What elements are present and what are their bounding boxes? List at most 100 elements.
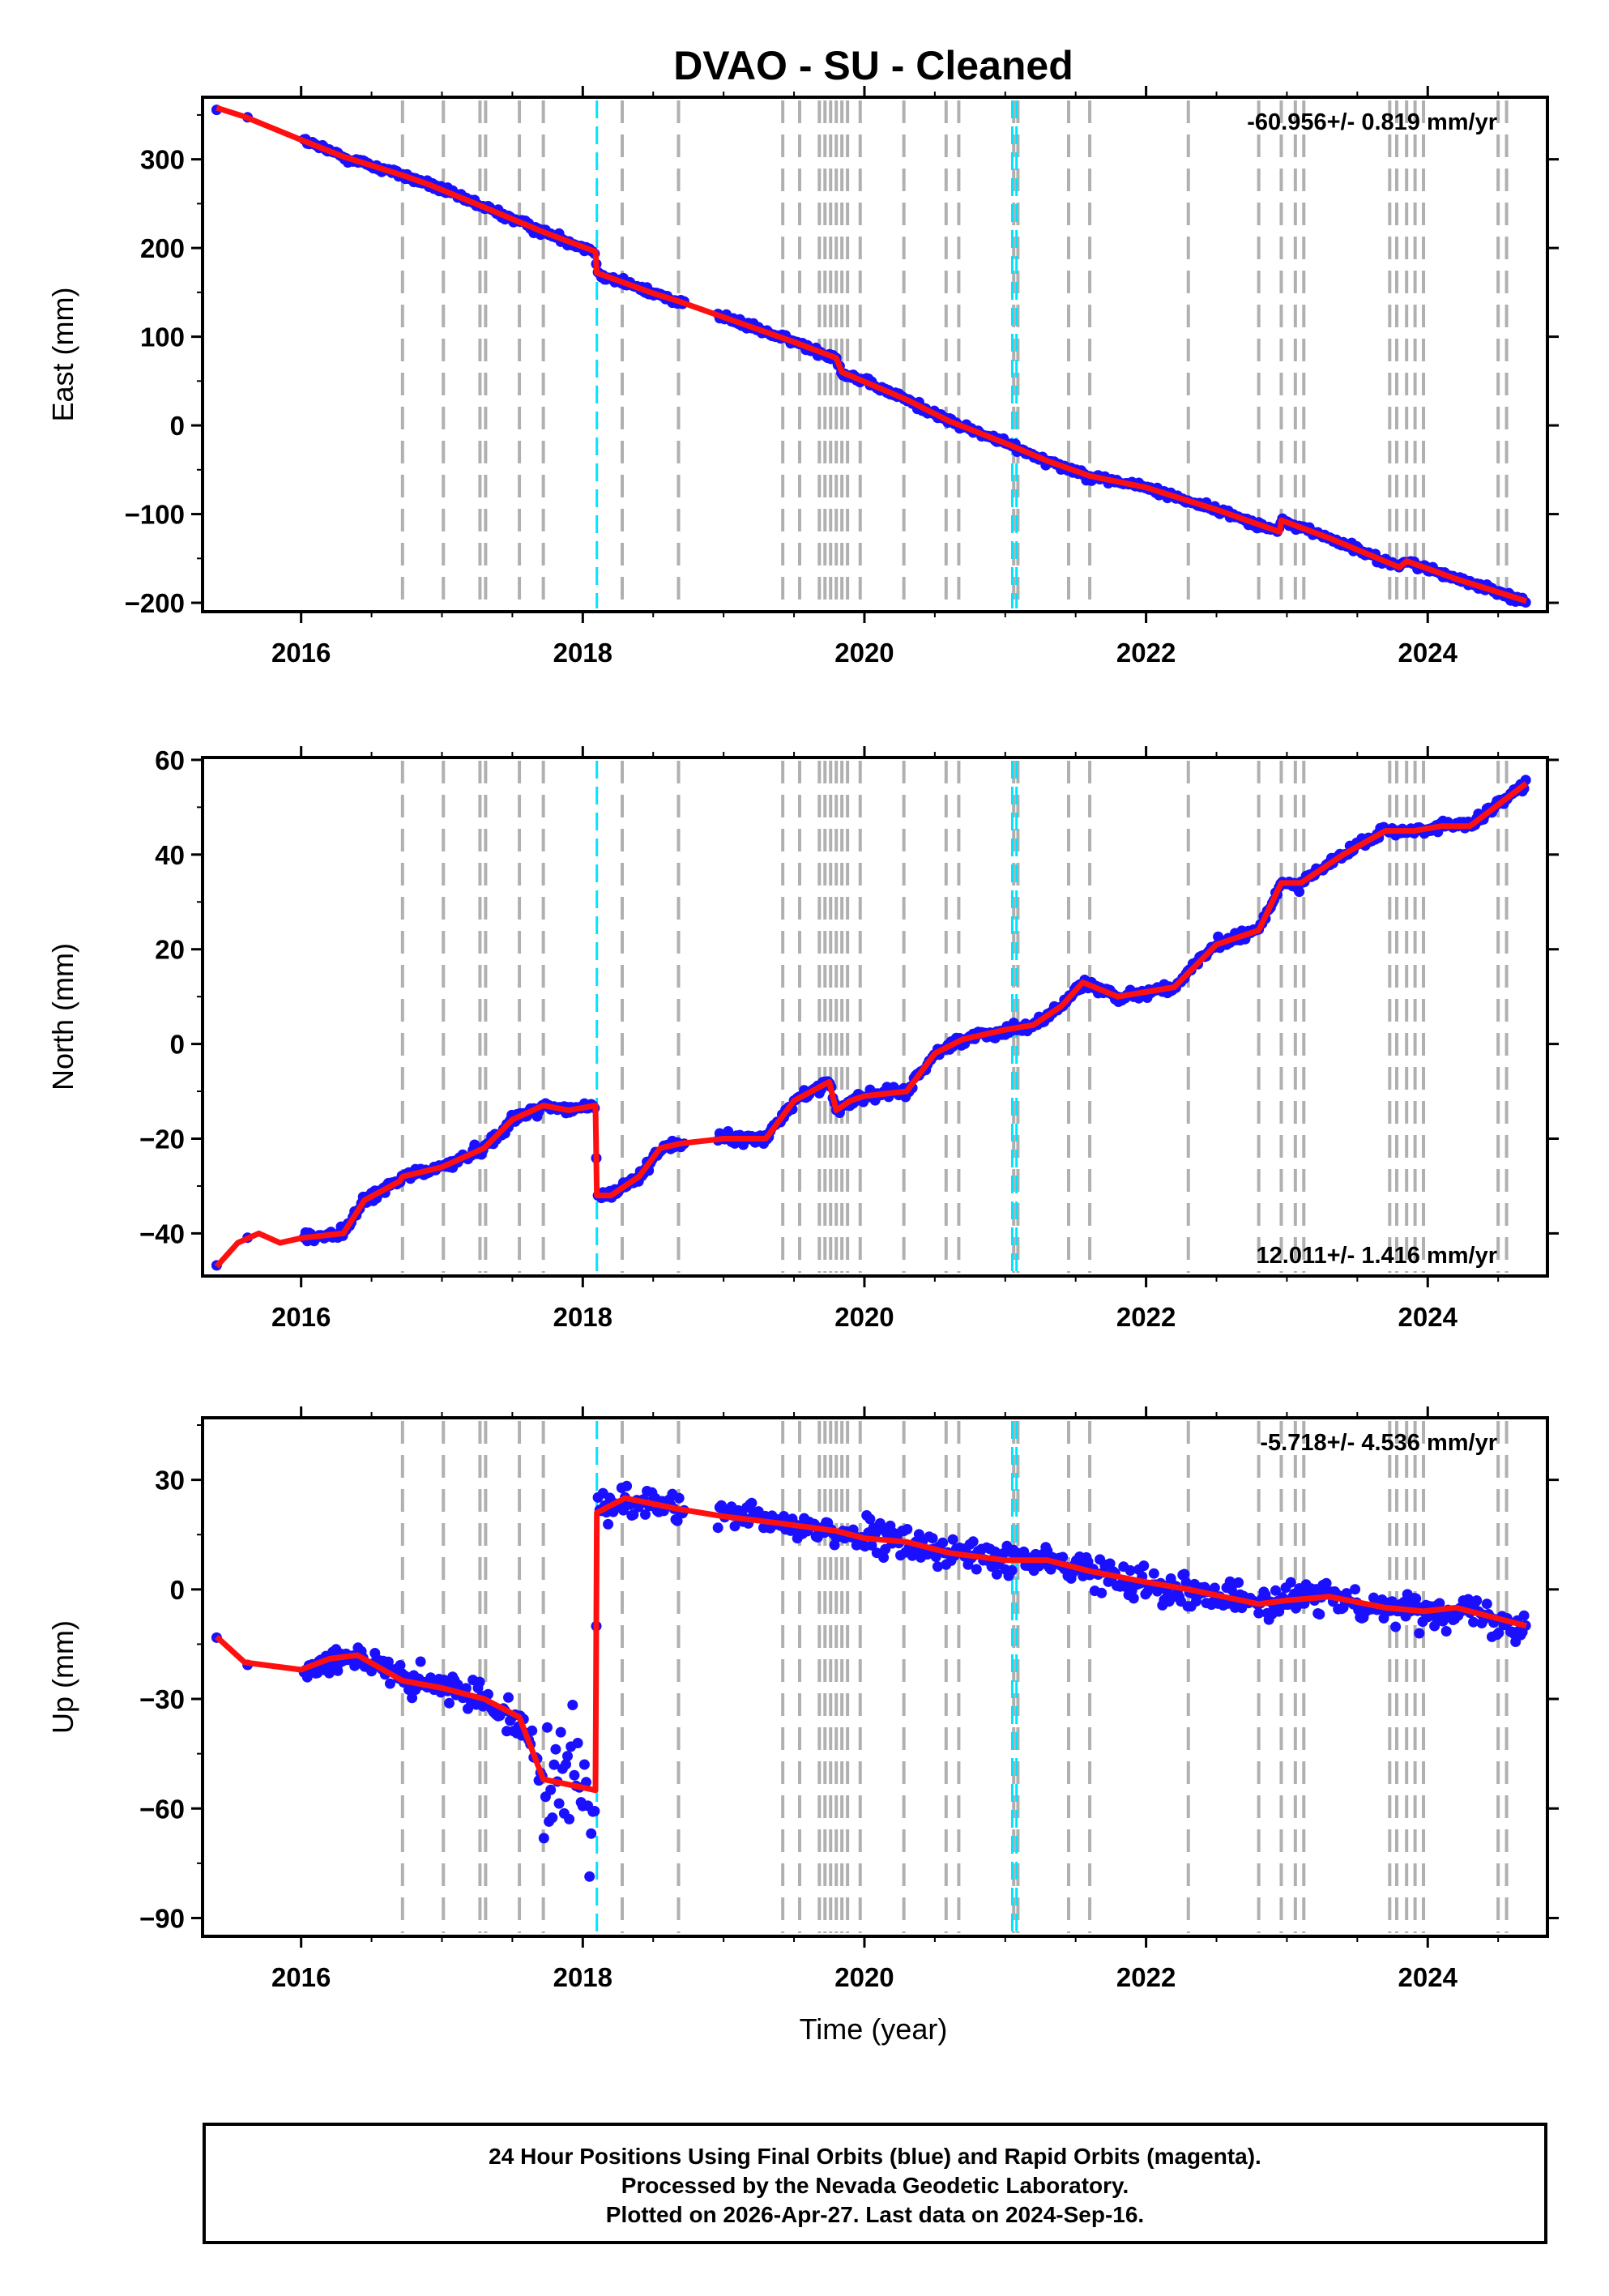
- data-point: [1434, 1598, 1445, 1609]
- x-tick-label: 2022: [1116, 638, 1176, 668]
- data-point: [548, 1759, 560, 1770]
- data-point: [1468, 1616, 1479, 1628]
- data-point: [1226, 1584, 1237, 1595]
- footer-line-1: 24 Hour Positions Using Final Orbits (bl…: [489, 2144, 1261, 2169]
- data-point: [550, 1743, 561, 1755]
- data-point: [1224, 1576, 1236, 1587]
- data-point: [621, 1480, 633, 1492]
- y-tick-label: −100: [125, 500, 185, 530]
- data-point: [1082, 1556, 1094, 1568]
- data-point: [503, 1692, 514, 1703]
- data-point: [567, 1700, 578, 1710]
- data-point: [1294, 886, 1305, 898]
- x-axis-label: Time (year): [800, 2012, 948, 2046]
- data-point: [1350, 1584, 1361, 1595]
- data-point: [1481, 1598, 1492, 1610]
- footer-box: 24 Hour Positions Using Final Orbits (bl…: [203, 2123, 1547, 2244]
- x-tick-label: 2018: [553, 1302, 612, 1332]
- panel-north: −40 −20 0 20 40 60 2016 2018 2020 2022 2024 North (…: [46, 745, 1559, 1332]
- data-point: [746, 1497, 758, 1509]
- panel-up: −90 −60 −30 0 30 2016 2018 2020 2022 2024 Up (mm) -…: [46, 1406, 1559, 1992]
- data-point: [937, 1537, 949, 1548]
- data-point: [564, 1813, 575, 1824]
- y-axis-label-up: Up (mm): [46, 1620, 79, 1734]
- data-point: [1314, 1609, 1325, 1620]
- y-tick-label: −90: [139, 1903, 185, 1933]
- y-tick-label: 60: [155, 745, 185, 775]
- model-line-up: [215, 1495, 1527, 1794]
- data-point: [1128, 1593, 1139, 1604]
- data-point: [444, 1697, 455, 1709]
- data-point: [628, 1509, 639, 1520]
- data-point: [1180, 1577, 1192, 1588]
- y-tick-label: 300: [140, 145, 185, 175]
- data-point: [1057, 1551, 1069, 1563]
- y-tick-label: 0: [170, 1575, 185, 1605]
- data-point: [1138, 1560, 1150, 1572]
- data-point: [385, 1678, 395, 1689]
- footer-line-3: Plotted on 2026-Apr-27. Last data on 202…: [605, 2202, 1145, 2227]
- data-point: [712, 1522, 723, 1534]
- y-tick-label: 0: [170, 411, 185, 441]
- data-point: [572, 1738, 583, 1748]
- y-tick-label: −30: [139, 1684, 185, 1714]
- x-tick-label: 2018: [553, 1962, 612, 1992]
- data-point: [1148, 1568, 1159, 1579]
- series-points-north: [211, 775, 1531, 1271]
- model-line-north: [214, 781, 1529, 1269]
- data-point: [569, 1769, 580, 1781]
- y-tick-label: −40: [139, 1218, 185, 1248]
- data-point: [527, 1725, 538, 1736]
- x-tick-label: 2020: [834, 1962, 894, 1992]
- data-point: [864, 1513, 876, 1525]
- data-point: [1125, 1565, 1136, 1576]
- data-point: [1414, 1628, 1425, 1639]
- data-point: [971, 1564, 982, 1575]
- data-point: [542, 1722, 553, 1733]
- data-point: [1493, 1628, 1504, 1638]
- x-tick-label: 2022: [1116, 1962, 1176, 1992]
- data-point: [603, 1518, 614, 1530]
- data-point: [1440, 1626, 1452, 1637]
- footer-line-2: Processed by the Nevada Geodetic Laborat…: [621, 2173, 1129, 2198]
- data-point: [878, 1552, 890, 1563]
- data-point: [561, 1759, 571, 1770]
- data-point: [1429, 1620, 1440, 1632]
- data-point: [382, 1656, 394, 1667]
- data-point: [555, 1726, 566, 1738]
- data-point: [415, 1656, 426, 1667]
- data-point: [1006, 1564, 1018, 1576]
- x-tick-label: 2016: [271, 1302, 331, 1332]
- data-point: [1285, 1577, 1296, 1588]
- model-line-east: [216, 105, 1527, 604]
- data-point: [902, 1524, 913, 1534]
- x-tick-label: 2022: [1116, 1302, 1176, 1332]
- y-tick-label: 20: [155, 935, 185, 965]
- data-point: [1104, 1558, 1116, 1569]
- data-point: [947, 1534, 958, 1545]
- data-point: [538, 1833, 549, 1844]
- chart-title: DVAO - SU - Cleaned: [673, 43, 1073, 88]
- data-point: [927, 1533, 938, 1544]
- data-point: [1411, 1593, 1422, 1604]
- plot-frame: [201, 756, 1549, 1278]
- data-point: [584, 1871, 595, 1882]
- rate-annotation-east: -60.956+/- 0.819 mm/yr: [1247, 109, 1497, 135]
- data-point: [578, 1759, 590, 1770]
- data-point: [1390, 1621, 1402, 1632]
- data-point: [562, 1751, 573, 1762]
- data-point: [907, 1550, 918, 1561]
- x-tick-label: 2024: [1398, 1962, 1458, 1992]
- data-point: [301, 1671, 313, 1683]
- data-point: [932, 1561, 943, 1573]
- y-tick-label: 200: [140, 233, 185, 263]
- data-point: [589, 1806, 600, 1816]
- y-axis-label-east: East (mm): [46, 288, 79, 422]
- data-point: [407, 1692, 418, 1704]
- data-point: [545, 1784, 557, 1795]
- data-point: [1209, 1582, 1220, 1594]
- y-tick-label: −60: [139, 1794, 185, 1824]
- data-point: [1253, 1607, 1265, 1619]
